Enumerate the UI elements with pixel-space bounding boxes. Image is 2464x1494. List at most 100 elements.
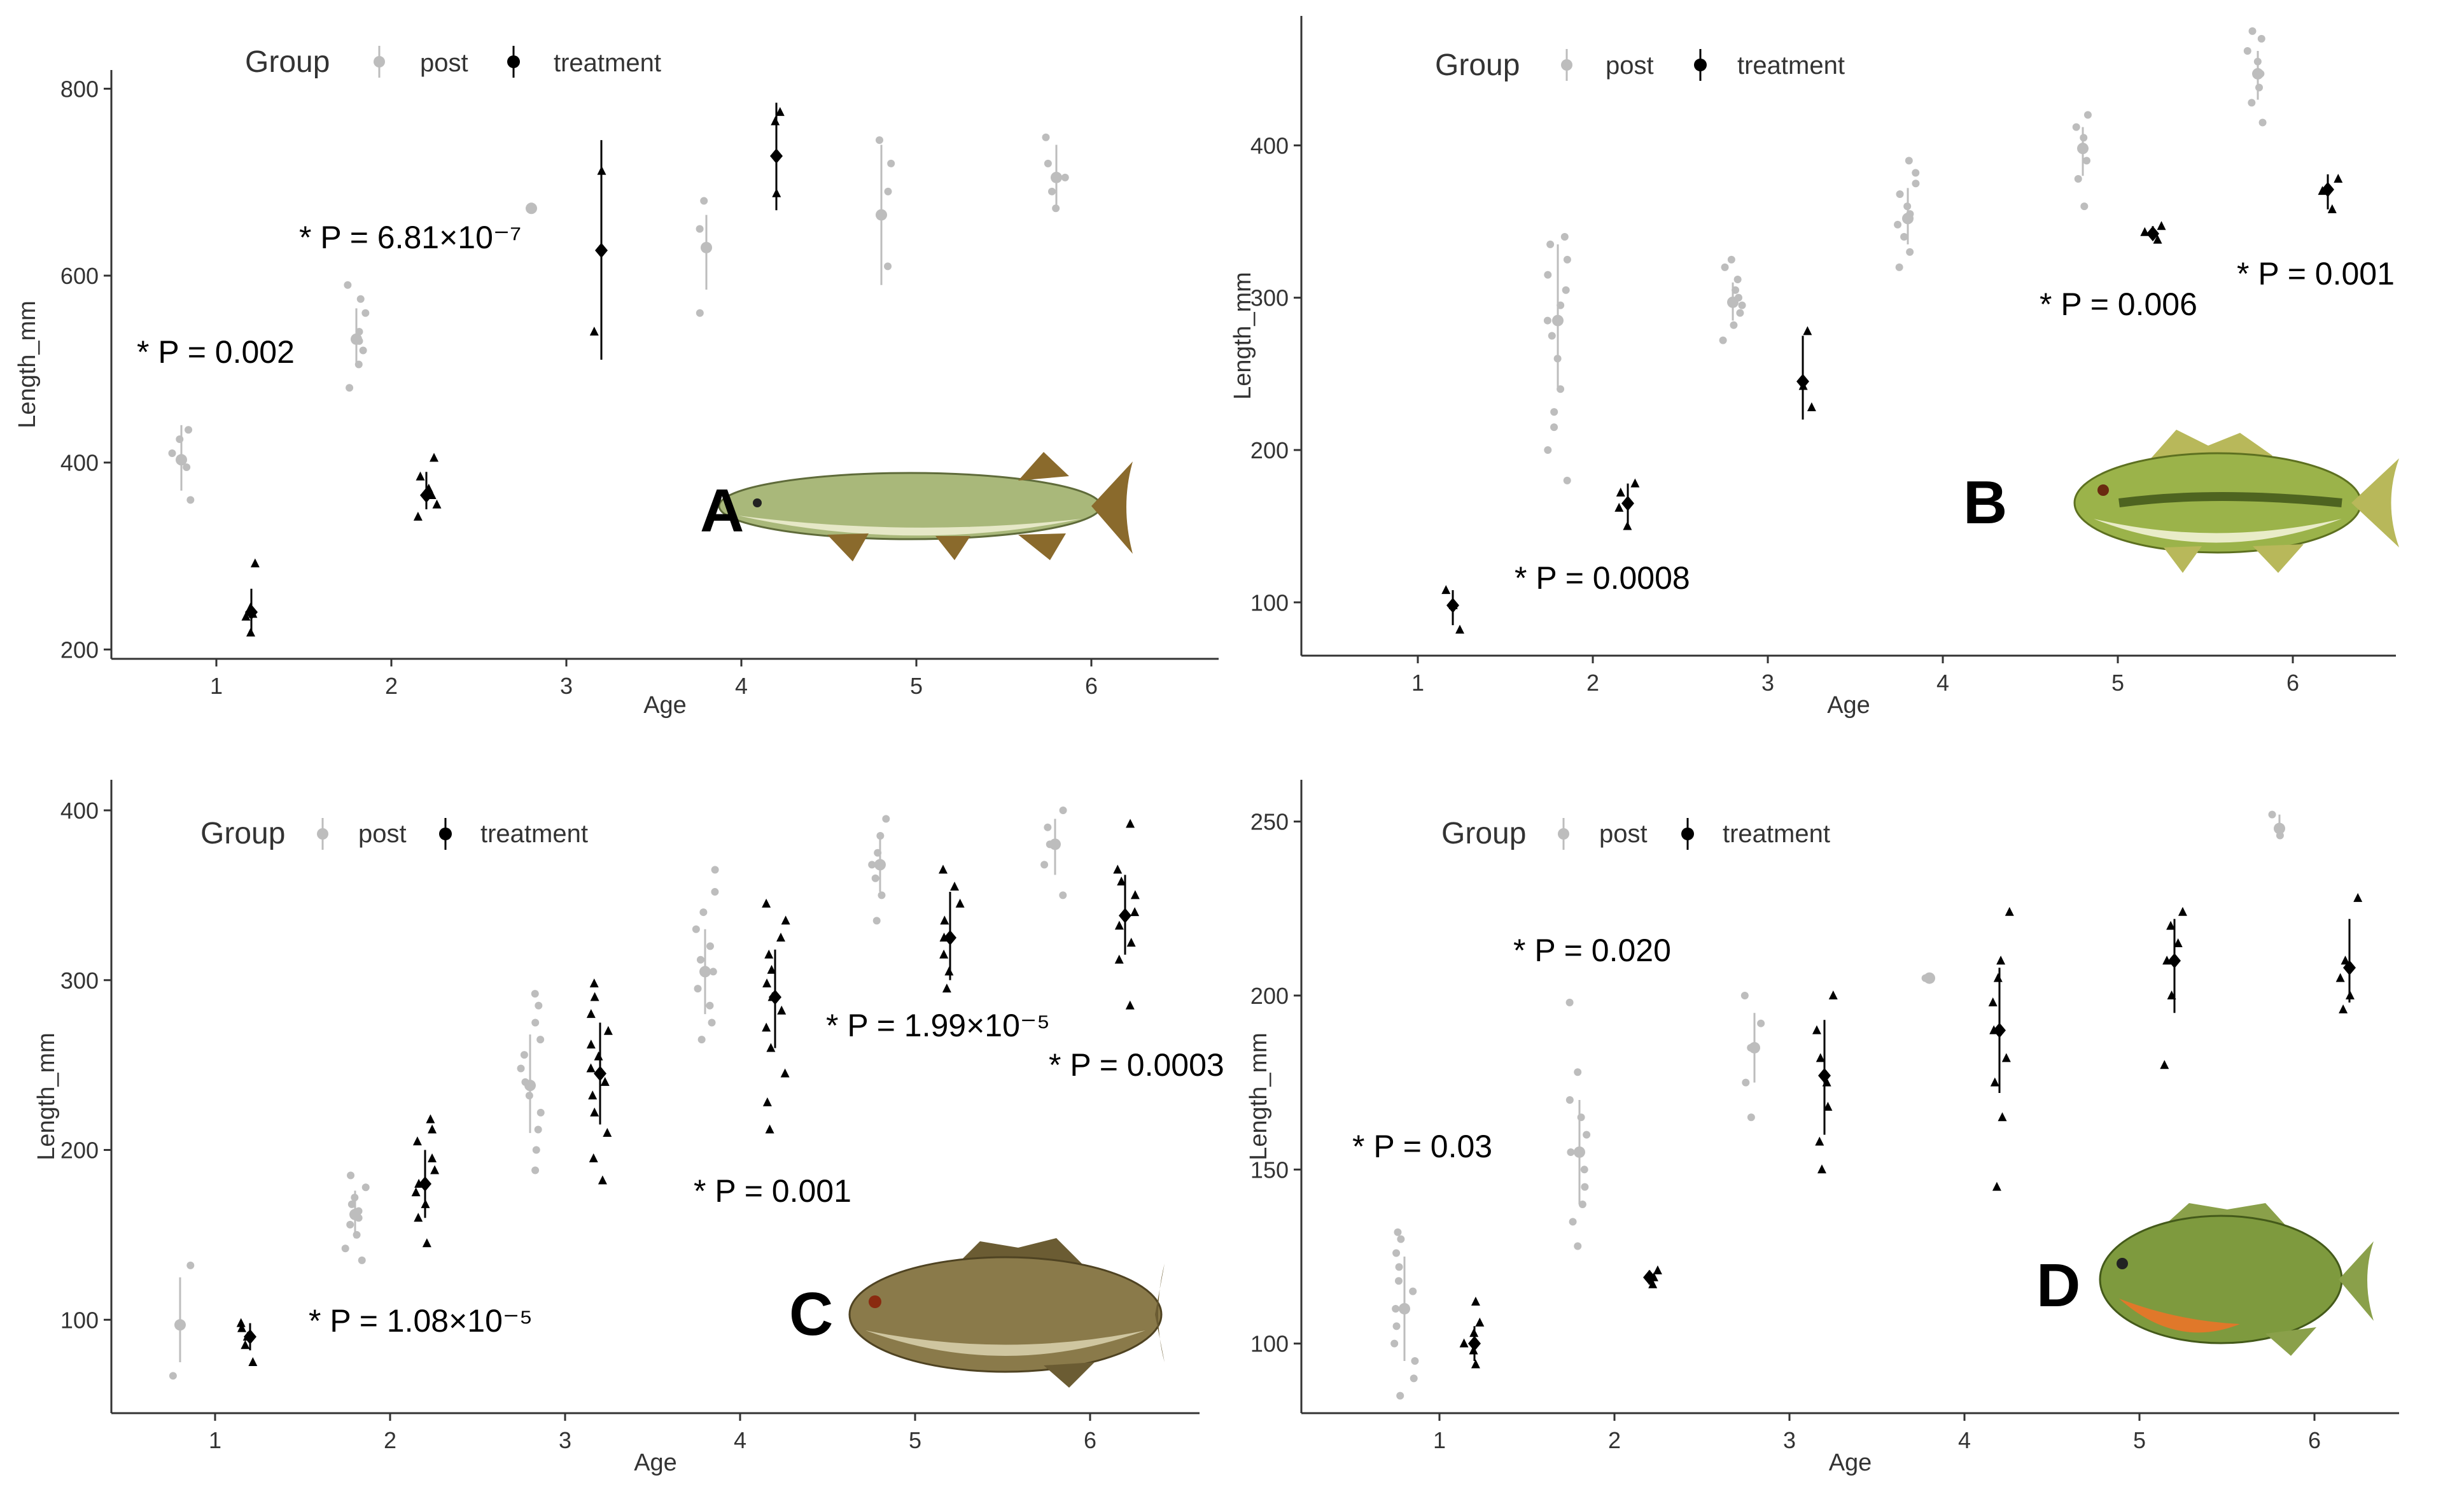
treatment-observation-point — [1803, 326, 1812, 335]
treatment-observation-point — [2167, 990, 2176, 999]
treatment-observation-point — [2166, 920, 2176, 930]
panel-b-annotation-2: * P = 0.006 — [2040, 286, 2197, 322]
x-tick-label: 2 — [1586, 670, 1599, 696]
treatment-observation-point — [588, 1090, 598, 1100]
post-observation-point — [1544, 446, 1552, 454]
treatment-mean-marker — [244, 1328, 256, 1344]
treatment-observation-point — [2005, 906, 2014, 916]
post-observation-point — [1560, 232, 1569, 241]
post-observation-point — [341, 1244, 349, 1253]
post-observation-point — [1042, 133, 1050, 141]
x-tick-label: 5 — [2133, 1427, 2146, 1453]
panel-c-annotation-2: * P = 0.001 — [694, 1173, 851, 1209]
treatment-observation-point — [586, 1009, 596, 1018]
legend-treatment-key-dot — [1694, 59, 1707, 71]
x-tick-label: 3 — [560, 673, 573, 699]
treatment-observation-point — [1459, 1338, 1469, 1348]
post-observation-point — [344, 281, 352, 289]
post-observation-point — [183, 463, 191, 472]
treatment-mean-marker — [2146, 226, 2159, 242]
y-tick-label: 300 — [1250, 285, 1289, 311]
post-observation-point — [887, 159, 895, 167]
legend-post-key-dot — [317, 828, 328, 840]
post-observation-point — [169, 1372, 177, 1380]
post-observation-point — [2248, 99, 2256, 107]
post-observation-point — [1061, 173, 1069, 181]
treatment-observation-point — [1822, 1077, 1831, 1087]
post-observation-point — [361, 309, 370, 317]
treatment-observation-point — [939, 949, 949, 959]
treatment-observation-point — [1998, 1112, 2007, 1122]
post-observation-point — [1903, 202, 1912, 211]
pike-tail — [1091, 462, 1133, 554]
post-observation-point — [1896, 190, 1904, 198]
treatment-observation-point — [1455, 624, 1465, 634]
treatment-observation-point — [2162, 955, 2172, 965]
post-observation-point — [1390, 1339, 1399, 1348]
smallmouth-anal-fin — [1044, 1362, 1095, 1388]
post-observation-point — [1409, 1287, 1417, 1295]
y-tick-label: 200 — [60, 637, 99, 663]
panel-a-plot: 200 400 600 800 1 2 3 4 5 6 Age Length_mm — [14, 70, 1219, 719]
post-observation-point — [1557, 385, 1565, 393]
treatment-observation-point — [940, 915, 949, 925]
post-observation-point — [1912, 180, 1920, 188]
treatment-mean-marker — [2321, 181, 2334, 197]
post-observation-point — [531, 1018, 540, 1027]
post-observation-point — [1394, 1277, 1403, 1285]
post-observation-point — [868, 861, 876, 869]
treatment-observation-point — [603, 1025, 613, 1035]
treatment-observation-point — [430, 453, 439, 462]
treatment-mean-marker — [1446, 598, 1459, 614]
post-observation-point — [1727, 255, 1735, 264]
panel-a-legend: Group post treatment — [245, 45, 661, 79]
treatment-observation-point — [1616, 487, 1625, 497]
legend-treatment-label: treatment — [1723, 820, 1830, 848]
treatment-observation-point — [236, 1318, 246, 1327]
y-tick-label: 300 — [60, 968, 99, 994]
treatment-observation-point — [2157, 221, 2166, 230]
legend-title: Group — [200, 817, 285, 850]
post-mean-marker — [876, 209, 887, 221]
post-mean-marker — [1924, 972, 1935, 984]
y-tick-label: 150 — [1250, 1157, 1289, 1183]
post-mean-marker — [701, 241, 712, 253]
post-observation-point — [1736, 309, 1744, 317]
treatment-observation-point — [2178, 906, 2187, 916]
panel-d-legend: Group post treatment — [1441, 817, 1830, 850]
panel-b-annotation-3: * P = 0.001 — [2237, 256, 2395, 292]
post-observation-point — [1544, 271, 1552, 279]
post-observation-point — [346, 1220, 354, 1229]
treatment-observation-point — [1623, 521, 1632, 530]
post-observation-point — [1044, 159, 1052, 167]
y-tick-label: 800 — [60, 76, 99, 102]
pike-dorsal-fin — [1018, 452, 1069, 481]
y-tick-label: 400 — [60, 798, 99, 824]
treatment-observation-point — [1815, 1136, 1824, 1146]
treatment-observation-point — [939, 864, 948, 874]
bluegill-anal-fin — [2265, 1327, 2316, 1356]
post-observation-point — [346, 384, 354, 392]
post-mean-marker — [174, 1319, 186, 1331]
treatment-observation-point — [1614, 502, 1624, 512]
treatment-observation-point — [762, 1022, 771, 1032]
post-observation-point — [1906, 248, 1914, 256]
treatment-observation-point — [1988, 997, 1998, 1006]
post-mean-marker — [524, 1080, 536, 1092]
legend-title: Group — [245, 45, 330, 79]
y-tick-label: 250 — [1250, 809, 1289, 835]
bass-belly — [2094, 519, 2342, 543]
treatment-observation-point — [1475, 1317, 1485, 1327]
bluegill-belly — [2119, 1299, 2240, 1333]
treatment-observation-point — [237, 1323, 247, 1332]
y-tick-label: 100 — [1250, 589, 1289, 616]
legend-post-key-dot — [1558, 828, 1569, 840]
x-axis-title: Age — [1829, 1449, 1872, 1476]
treatment-observation-point — [1817, 1164, 1826, 1174]
treatment-mean-marker — [419, 1176, 431, 1192]
bass-tail — [2351, 458, 2399, 547]
y-tick-label: 200 — [1250, 437, 1289, 463]
post-observation-point — [2258, 118, 2267, 127]
smallmouth-bass-illustration: C — [789, 1238, 1165, 1388]
post-observation-point — [1721, 263, 1729, 271]
